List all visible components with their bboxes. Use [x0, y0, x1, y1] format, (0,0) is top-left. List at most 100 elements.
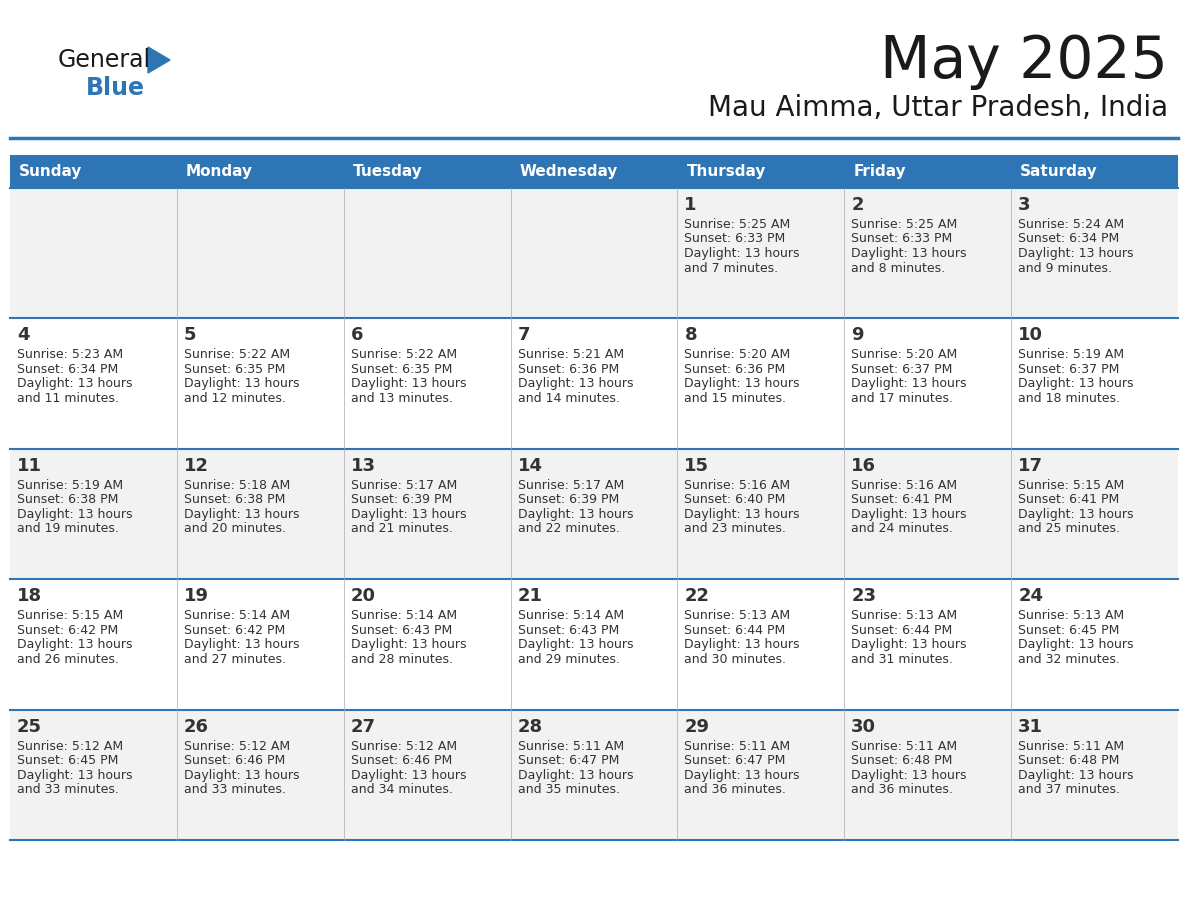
- Text: Daylight: 13 hours: Daylight: 13 hours: [17, 377, 133, 390]
- Text: Sunrise: 5:20 AM: Sunrise: 5:20 AM: [852, 349, 958, 362]
- Text: 24: 24: [1018, 588, 1043, 605]
- Text: and 32 minutes.: and 32 minutes.: [1018, 653, 1120, 666]
- Bar: [343, 155, 511, 188]
- Text: General: General: [58, 48, 151, 72]
- Text: Sunset: 6:43 PM: Sunset: 6:43 PM: [518, 623, 619, 637]
- Text: and 26 minutes.: and 26 minutes.: [17, 653, 119, 666]
- Text: Sunrise: 5:11 AM: Sunrise: 5:11 AM: [684, 740, 790, 753]
- Text: and 31 minutes.: and 31 minutes.: [852, 653, 953, 666]
- Text: 13: 13: [350, 457, 375, 475]
- Text: and 11 minutes.: and 11 minutes.: [17, 392, 119, 405]
- Text: Sunrise: 5:17 AM: Sunrise: 5:17 AM: [350, 479, 457, 492]
- Text: and 22 minutes.: and 22 minutes.: [518, 522, 619, 535]
- Bar: [677, 155, 845, 188]
- Bar: [845, 155, 1011, 188]
- Text: 18: 18: [17, 588, 42, 605]
- Text: Sunset: 6:38 PM: Sunset: 6:38 PM: [17, 493, 119, 507]
- Text: Sunrise: 5:17 AM: Sunrise: 5:17 AM: [518, 479, 624, 492]
- Text: 23: 23: [852, 588, 877, 605]
- Text: Sunrise: 5:25 AM: Sunrise: 5:25 AM: [684, 218, 791, 231]
- Bar: [1011, 155, 1178, 188]
- Text: Sunrise: 5:23 AM: Sunrise: 5:23 AM: [17, 349, 124, 362]
- Text: May 2025: May 2025: [880, 33, 1168, 91]
- Text: Sunset: 6:34 PM: Sunset: 6:34 PM: [17, 363, 119, 375]
- Text: 12: 12: [184, 457, 209, 475]
- Text: and 15 minutes.: and 15 minutes.: [684, 392, 786, 405]
- Text: Daylight: 13 hours: Daylight: 13 hours: [1018, 377, 1133, 390]
- Text: and 19 minutes.: and 19 minutes.: [17, 522, 119, 535]
- Text: and 33 minutes.: and 33 minutes.: [184, 783, 286, 796]
- Bar: [511, 155, 677, 188]
- Text: Sunset: 6:33 PM: Sunset: 6:33 PM: [684, 232, 785, 245]
- Text: and 29 minutes.: and 29 minutes.: [518, 653, 619, 666]
- Text: Sunset: 6:36 PM: Sunset: 6:36 PM: [518, 363, 619, 375]
- Polygon shape: [148, 47, 170, 73]
- Text: Sunrise: 5:12 AM: Sunrise: 5:12 AM: [17, 740, 124, 753]
- Text: Sunset: 6:41 PM: Sunset: 6:41 PM: [1018, 493, 1119, 507]
- Text: 21: 21: [518, 588, 543, 605]
- Text: Daylight: 13 hours: Daylight: 13 hours: [684, 508, 800, 521]
- Text: Sunset: 6:37 PM: Sunset: 6:37 PM: [852, 363, 953, 375]
- Text: and 17 minutes.: and 17 minutes.: [852, 392, 953, 405]
- Text: Sunrise: 5:14 AM: Sunrise: 5:14 AM: [184, 610, 290, 622]
- Text: Daylight: 13 hours: Daylight: 13 hours: [1018, 508, 1133, 521]
- Text: Sunrise: 5:21 AM: Sunrise: 5:21 AM: [518, 349, 624, 362]
- Text: Daylight: 13 hours: Daylight: 13 hours: [1018, 638, 1133, 651]
- Text: Daylight: 13 hours: Daylight: 13 hours: [1018, 247, 1133, 260]
- Text: and 34 minutes.: and 34 minutes.: [350, 783, 453, 796]
- Text: 30: 30: [852, 718, 877, 735]
- Text: Sunrise: 5:14 AM: Sunrise: 5:14 AM: [518, 610, 624, 622]
- Text: 19: 19: [184, 588, 209, 605]
- Text: Sunday: Sunday: [19, 164, 82, 179]
- Text: Sunrise: 5:16 AM: Sunrise: 5:16 AM: [684, 479, 790, 492]
- Text: Sunset: 6:36 PM: Sunset: 6:36 PM: [684, 363, 785, 375]
- Text: Daylight: 13 hours: Daylight: 13 hours: [518, 638, 633, 651]
- Text: Sunset: 6:48 PM: Sunset: 6:48 PM: [1018, 754, 1119, 767]
- Text: Sunrise: 5:15 AM: Sunrise: 5:15 AM: [17, 610, 124, 622]
- Text: Sunset: 6:35 PM: Sunset: 6:35 PM: [184, 363, 285, 375]
- Text: 4: 4: [17, 327, 30, 344]
- Text: Sunset: 6:46 PM: Sunset: 6:46 PM: [184, 754, 285, 767]
- Text: Daylight: 13 hours: Daylight: 13 hours: [17, 638, 133, 651]
- Text: Daylight: 13 hours: Daylight: 13 hours: [17, 508, 133, 521]
- Text: Sunrise: 5:11 AM: Sunrise: 5:11 AM: [852, 740, 958, 753]
- Text: Sunset: 6:47 PM: Sunset: 6:47 PM: [684, 754, 785, 767]
- Text: 15: 15: [684, 457, 709, 475]
- Text: and 18 minutes.: and 18 minutes.: [1018, 392, 1120, 405]
- Text: Sunrise: 5:24 AM: Sunrise: 5:24 AM: [1018, 218, 1124, 231]
- Text: Daylight: 13 hours: Daylight: 13 hours: [684, 768, 800, 781]
- Text: Sunset: 6:37 PM: Sunset: 6:37 PM: [1018, 363, 1119, 375]
- Text: Sunset: 6:48 PM: Sunset: 6:48 PM: [852, 754, 953, 767]
- Text: and 36 minutes.: and 36 minutes.: [852, 783, 953, 796]
- Text: 17: 17: [1018, 457, 1043, 475]
- Text: Daylight: 13 hours: Daylight: 13 hours: [684, 247, 800, 260]
- Text: and 28 minutes.: and 28 minutes.: [350, 653, 453, 666]
- Text: 11: 11: [17, 457, 42, 475]
- Text: 26: 26: [184, 718, 209, 735]
- Text: Sunrise: 5:12 AM: Sunrise: 5:12 AM: [350, 740, 457, 753]
- Text: Wednesday: Wednesday: [519, 164, 618, 179]
- Text: and 36 minutes.: and 36 minutes.: [684, 783, 786, 796]
- Text: 1: 1: [684, 196, 697, 214]
- Text: Sunset: 6:42 PM: Sunset: 6:42 PM: [17, 623, 119, 637]
- Text: 14: 14: [518, 457, 543, 475]
- Text: and 21 minutes.: and 21 minutes.: [350, 522, 453, 535]
- Text: Mau Aimma, Uttar Pradesh, India: Mau Aimma, Uttar Pradesh, India: [708, 94, 1168, 122]
- Text: Sunrise: 5:13 AM: Sunrise: 5:13 AM: [1018, 610, 1124, 622]
- Bar: [10, 710, 1178, 840]
- Text: 25: 25: [17, 718, 42, 735]
- Text: Sunrise: 5:11 AM: Sunrise: 5:11 AM: [518, 740, 624, 753]
- Text: 27: 27: [350, 718, 375, 735]
- Text: 22: 22: [684, 588, 709, 605]
- Bar: [10, 449, 1178, 579]
- Text: Daylight: 13 hours: Daylight: 13 hours: [852, 768, 967, 781]
- Bar: [10, 319, 1178, 449]
- Text: 10: 10: [1018, 327, 1043, 344]
- Text: Sunset: 6:44 PM: Sunset: 6:44 PM: [852, 623, 953, 637]
- Text: Sunrise: 5:25 AM: Sunrise: 5:25 AM: [852, 218, 958, 231]
- Text: 6: 6: [350, 327, 364, 344]
- Text: Sunset: 6:41 PM: Sunset: 6:41 PM: [852, 493, 953, 507]
- Text: 3: 3: [1018, 196, 1031, 214]
- Text: Daylight: 13 hours: Daylight: 13 hours: [184, 768, 299, 781]
- Text: and 8 minutes.: and 8 minutes.: [852, 262, 946, 274]
